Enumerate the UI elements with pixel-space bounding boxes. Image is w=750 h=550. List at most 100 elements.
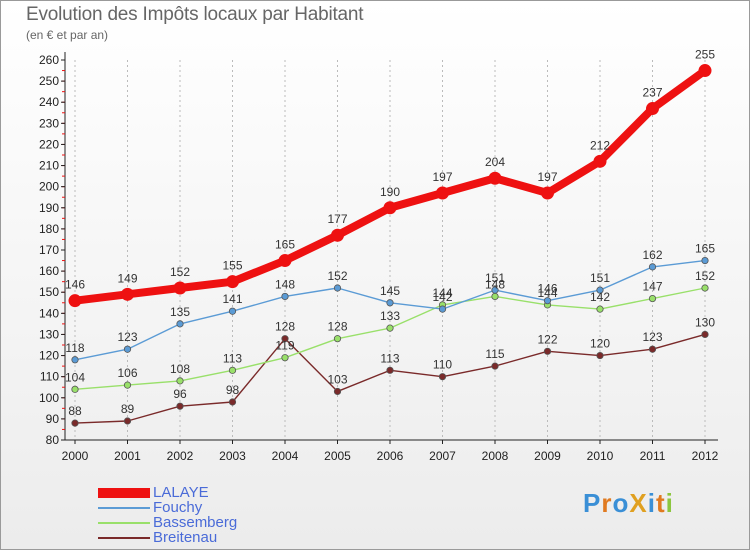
data-label: 123 (642, 330, 662, 344)
data-label: 130 (695, 315, 715, 329)
x-tick-label: 2010 (587, 449, 614, 463)
legend-label: Breitenau (153, 529, 218, 546)
data-point (698, 64, 712, 78)
logo-letter: P (583, 488, 602, 518)
data-label: 165 (275, 238, 295, 252)
x-tick-label: 2000 (62, 449, 89, 463)
y-tick-label: 240 (39, 95, 59, 109)
data-label: 120 (590, 337, 610, 351)
data-point (491, 362, 499, 370)
data-label: 197 (537, 170, 557, 184)
data-label: 108 (170, 362, 190, 376)
legend: LALAYE Fouchy Bassemberg Breitenau (98, 485, 237, 545)
legend-swatch-fouchy (98, 506, 150, 509)
logo-letter: i (647, 488, 656, 518)
chart-title: Evolution des Impôts locaux par Habitant (26, 4, 364, 25)
data-point (281, 292, 289, 301)
data-label: 162 (642, 248, 662, 262)
legend-item: Breitenau (98, 530, 237, 545)
data-point (436, 186, 449, 200)
y-tick-label: 100 (39, 391, 59, 405)
data-point (333, 335, 342, 343)
data-label: 145 (380, 284, 400, 298)
data-label: 128 (327, 320, 347, 334)
data-point (386, 299, 394, 307)
data-point (281, 354, 289, 362)
data-point (123, 345, 132, 353)
data-point (173, 281, 187, 295)
data-label: 88 (68, 404, 82, 418)
data-label: 103 (327, 372, 347, 386)
data-point (71, 385, 79, 393)
proxiti-logo: ProXiti (583, 488, 674, 519)
data-point (333, 284, 342, 292)
legend-item: Fouchy (98, 500, 237, 515)
data-point (176, 320, 184, 328)
data-point (121, 287, 134, 301)
legend-swatch-bassemberg (98, 521, 150, 524)
data-label: 155 (222, 259, 242, 273)
data-label: 255 (695, 48, 715, 62)
data-label: 165 (695, 242, 715, 256)
data-label: 118 (65, 341, 84, 355)
x-tick-label: 2007 (429, 449, 456, 463)
data-label: 96 (173, 387, 187, 401)
data-label: 133 (380, 309, 400, 323)
chart-subtitle: (en € et par an) (26, 28, 109, 42)
y-tick-label: 110 (40, 370, 59, 384)
data-label: 128 (275, 320, 295, 334)
data-label: 146 (65, 278, 85, 292)
x-tick-label: 2001 (114, 449, 141, 463)
legend-item: LALAYE (98, 485, 237, 500)
data-label: 89 (121, 402, 135, 416)
data-point (648, 294, 657, 303)
data-point (488, 171, 502, 185)
logo-letter: r (601, 488, 613, 518)
data-point (701, 284, 709, 292)
data-label: 152 (170, 265, 190, 279)
data-point (123, 417, 132, 425)
data-point (68, 294, 82, 308)
y-tick-label: 180 (39, 222, 59, 236)
data-label: 135 (170, 305, 190, 319)
data-point (331, 228, 344, 242)
data-label: 152 (327, 269, 347, 283)
y-tick-label: 140 (39, 306, 59, 320)
y-tick-label: 130 (39, 327, 59, 341)
data-point (593, 154, 607, 168)
data-label: 122 (537, 332, 557, 346)
data-label: 123 (117, 330, 137, 344)
data-label: 149 (117, 271, 137, 285)
data-label: 151 (485, 271, 505, 285)
data-point (226, 275, 239, 289)
data-label: 147 (642, 280, 662, 294)
axes: 8090100110120130140150160170180190200210… (39, 52, 719, 463)
grid-lines (74, 60, 706, 440)
legend-label: LALAYE (153, 484, 209, 501)
data-label: 144 (432, 286, 452, 300)
logo-letter: i (665, 488, 674, 518)
data-label: 115 (485, 347, 504, 361)
y-tick-label: 250 (39, 74, 59, 88)
series-line-breitenau (74, 333, 706, 424)
x-tick-label: 2005 (324, 449, 351, 463)
data-label: 146 (537, 282, 557, 296)
logo-letter: t (655, 488, 666, 518)
data-point (701, 330, 709, 339)
data-labels: 146 149 152 155 165 177 190 197 204 197 212 237 255 1… (65, 48, 715, 419)
x-tick-label: 2003 (219, 449, 246, 463)
y-tick-label: 150 (39, 285, 59, 299)
x-tick-label: 2004 (272, 449, 299, 463)
y-tick-label: 120 (39, 349, 59, 363)
y-tick-label: 230 (39, 116, 59, 130)
x-tick-label: 2002 (167, 449, 194, 463)
data-label: 148 (275, 277, 295, 291)
x-tick-label: 2009 (534, 449, 561, 463)
data-point (596, 305, 604, 313)
data-label: 204 (485, 155, 505, 169)
legend-swatch-breitenau (98, 536, 150, 539)
x-tick-label: 2012 (692, 449, 719, 463)
data-point (701, 256, 709, 265)
data-label: 212 (590, 138, 610, 152)
